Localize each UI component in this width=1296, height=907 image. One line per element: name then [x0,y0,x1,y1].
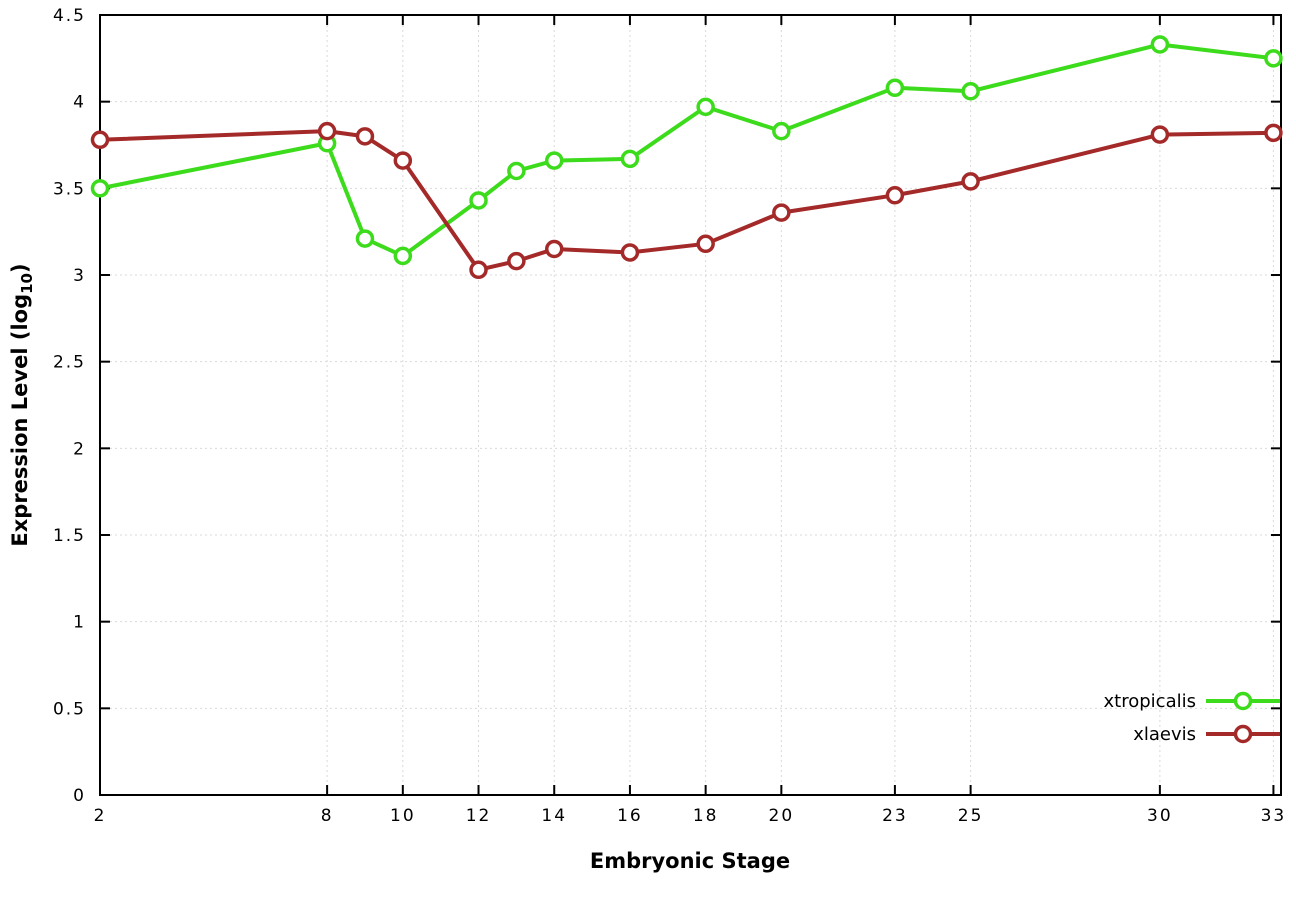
data-point-xlaevis [620,243,640,262]
x-tick-label: 23 [882,806,908,826]
legend-label: xtropicalis [1104,691,1196,712]
data-point-xlaevis [1150,125,1170,144]
y-axis-title: Expression Level (log10) [8,263,36,546]
legend: xtropicalis xlaevis [1104,691,1280,745]
x-tick-label: 20 [769,806,795,826]
data-point-xlaevis [885,186,905,205]
data-point-xtropicalis [1264,49,1283,68]
plot-border [99,14,1282,796]
x-tick-label: 16 [617,806,643,826]
data-point-xtropicalis [507,161,526,181]
y-tick-label: 4.5 [53,6,86,26]
legend-marker [1233,724,1253,744]
y-tick-label: 1 [73,613,86,633]
data-point-xlaevis [1264,123,1283,143]
series [90,35,1283,280]
y-tick-label: 3.5 [53,179,86,199]
data-point-xlaevis [393,151,413,170]
y-tick-label: 2 [73,439,86,459]
data-point-xtropicalis [961,82,980,101]
series-xtropicalis [90,35,1283,266]
x-tick-label: 12 [466,806,492,826]
x-tick-label: 10 [390,806,416,826]
data-point-xtropicalis [1150,35,1170,54]
x-tick-label: 2 [94,806,107,826]
y-tick-label: 4 [73,93,86,113]
x-tick-label: 33 [1261,806,1287,826]
x-tick-label: 30 [1147,806,1173,826]
x-tick-label: 18 [693,806,719,826]
legend-marker [1233,691,1253,711]
data-point-xlaevis [469,260,488,280]
x-tick-label: 14 [541,806,567,826]
data-point-xlaevis [544,239,564,259]
y-tick-label: 0 [73,786,86,806]
x-axis-title: Embryonic Stage [590,849,790,873]
legend-label: xlaevis [1133,724,1196,745]
data-point-xlaevis [355,127,375,146]
data-point-xtropicalis [620,149,640,169]
y-tick-label: 2.5 [53,353,86,373]
x-tick-label: 8 [321,806,334,826]
axis-titles: Embryonic Stage Expression Level (log10) [8,263,790,873]
series-xlaevis [90,121,1283,280]
data-point-xtropicalis [696,97,715,117]
data-point-xlaevis [696,234,715,254]
x-tick-label: 25 [958,806,984,826]
data-point-xlaevis [90,130,110,150]
data-point-xtropicalis [544,151,564,170]
data-point-xtropicalis [90,179,110,198]
data-point-xlaevis [317,121,337,141]
data-point-xtropicalis [469,191,488,210]
y-tick-label: 1.5 [53,526,86,546]
legend-item-xtropicalis: xtropicalis [1104,691,1280,712]
y-tick-label: 0.5 [53,699,86,719]
data-point-xtropicalis [772,121,791,141]
data-point-xlaevis [507,251,526,271]
y-tick-label: 3 [73,266,86,286]
axes [99,14,1282,796]
data-point-xlaevis [961,172,980,191]
data-point-xtropicalis [885,78,905,98]
legend-item-xlaevis: xlaevis [1133,724,1280,745]
data-point-xlaevis [772,203,791,222]
tick-labels: 2 8 10 12 14 16 18 20 23 25 30 33 0 0.5 1 1.5 2 2.5 3 3.5 4 4… [53,6,1287,826]
data-point-xtropicalis [393,246,413,266]
data-point-xtropicalis [355,229,375,248]
